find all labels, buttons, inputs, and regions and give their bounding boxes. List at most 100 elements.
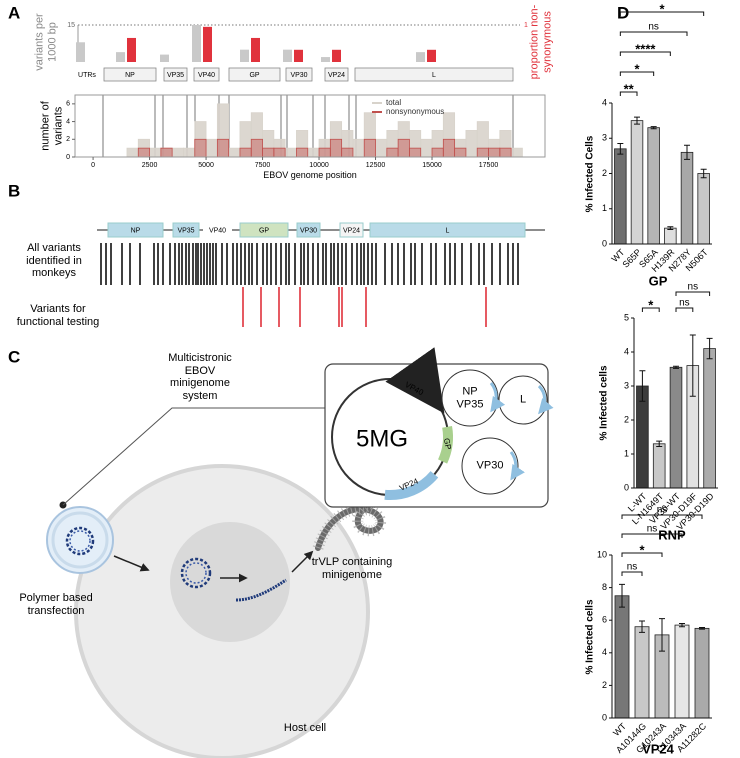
bar (652, 443, 666, 489)
y-tick-label: 1 (602, 203, 607, 213)
histogram-bar (363, 138, 376, 158)
histogram-bar (126, 147, 139, 158)
histogram-bar (341, 147, 354, 158)
significance-label: ns (647, 524, 658, 535)
variant-lines (100, 243, 519, 285)
y-tick-label: 3 (624, 380, 629, 390)
bar (127, 37, 136, 62)
error-bar (639, 370, 646, 402)
histogram-bar (431, 147, 444, 158)
y-tick-label: 2 (602, 168, 607, 178)
bar (294, 49, 303, 62)
histogram-bar (329, 138, 343, 158)
arrow (113, 555, 150, 572)
y-axis-label: % Infected cells (598, 365, 610, 441)
y-axis-label: % Infected cells (584, 598, 596, 675)
helper-arc (537, 384, 554, 415)
chart-title: RNP (658, 527, 686, 542)
helper-label: L (519, 393, 527, 406)
bar (647, 127, 660, 245)
error-bar (699, 627, 705, 630)
y-axis-label: variants per 1000 bp (33, 12, 58, 71)
x-tick-label: 17500 (479, 162, 499, 169)
gene-arc (437, 426, 453, 464)
category-label: UTRs (78, 72, 96, 79)
gene-label: VP40 (209, 227, 226, 234)
category-label: VP40 (198, 72, 215, 79)
bar (283, 49, 292, 62)
product-label: trVLP containing minigenome (311, 556, 393, 581)
helper-arc (489, 382, 506, 413)
histogram-bar (488, 147, 501, 158)
gene-label: L (446, 227, 450, 234)
histogram-bar (137, 147, 150, 158)
histogram-bar (352, 138, 365, 158)
significance-bracket (641, 307, 660, 312)
gene-box (239, 222, 289, 238)
y-tick-label: 5 (624, 312, 629, 322)
bar (664, 227, 677, 245)
gene-label: VP35 (177, 227, 194, 234)
x-axis-label: EBOV genome position (263, 170, 357, 180)
helper-label: NP VP35 (456, 385, 484, 410)
significance-bracket (619, 31, 688, 36)
helper-label: VP30 (476, 459, 504, 472)
significance-bracket (621, 514, 703, 519)
histogram-bar (284, 147, 297, 158)
histogram-bar (442, 138, 456, 158)
bar (630, 120, 644, 245)
significance-bracket (621, 552, 663, 557)
significance-label: ns (648, 22, 659, 33)
category-label: VP24 (328, 72, 345, 79)
trvlp (315, 497, 384, 551)
error-bar (650, 126, 657, 130)
row-label: Variants for functional testing (16, 303, 100, 328)
category-label: GP (249, 72, 259, 79)
category-label: NP (125, 72, 135, 79)
histogram-bar (420, 138, 433, 158)
panel-label: B (8, 181, 20, 200)
bar (332, 49, 341, 62)
bar (703, 348, 716, 489)
y-tick-label: 2 (624, 414, 629, 424)
legend-label: nonsynonymous (386, 107, 444, 116)
tested-variant-lines (242, 287, 487, 327)
panel-label: D (617, 3, 629, 22)
gene-box (339, 222, 364, 238)
chart-title: VP24 (642, 741, 675, 756)
y-tick-label: 2 (602, 680, 607, 690)
error-bar (656, 440, 663, 448)
bar (160, 54, 169, 62)
histogram-bar (318, 147, 331, 158)
error-bar (659, 618, 665, 652)
x-tick-label: 2500 (142, 162, 158, 169)
significance-label: * (659, 1, 665, 16)
bar (694, 627, 710, 719)
histogram-bar (409, 147, 422, 158)
histogram-bar (386, 147, 399, 158)
histogram-bar (239, 147, 252, 158)
bar (634, 626, 650, 719)
error-bar (700, 168, 707, 179)
significance-label: ** (624, 81, 635, 96)
significance-bracket (619, 71, 655, 76)
gene-label: VP30 (300, 227, 317, 234)
y-axis-label: number of variants (39, 101, 64, 151)
histogram-bar (250, 138, 263, 158)
significance-label: **** (635, 41, 656, 56)
gene-box (107, 222, 164, 238)
significance-label: ns (657, 505, 668, 516)
significance-label: * (634, 61, 640, 76)
bar (680, 151, 694, 245)
transfection-label: Polymer based transfection (19, 592, 93, 617)
y-tick-label: 4 (66, 118, 70, 125)
bar (321, 57, 330, 62)
callout-line (62, 407, 325, 506)
histogram-bar (216, 138, 230, 158)
gene-box (193, 67, 220, 82)
bar (240, 49, 249, 62)
histogram-bar (273, 147, 286, 158)
histogram-bar (465, 130, 478, 158)
significance-label: ns (688, 282, 699, 293)
